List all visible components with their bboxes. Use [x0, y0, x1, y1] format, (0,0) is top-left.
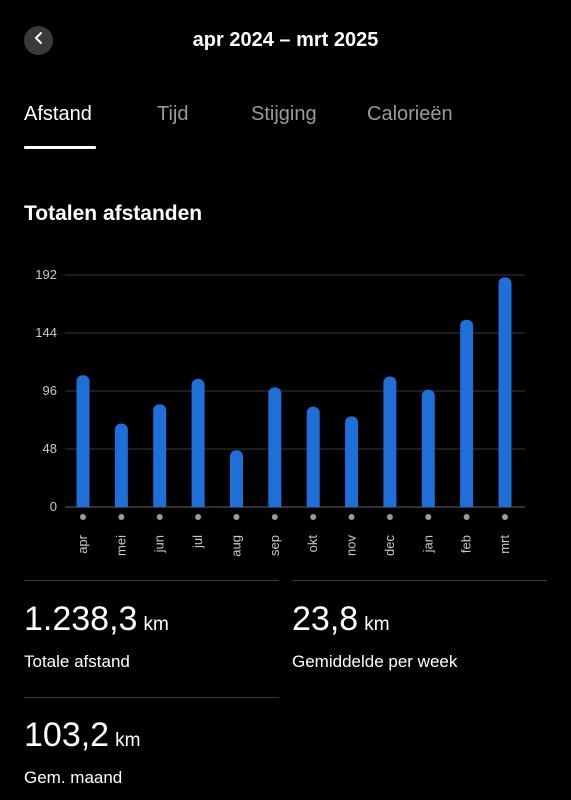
x-tick-dot [195, 514, 202, 520]
x-tick-label: jan [420, 535, 435, 553]
weekly-average-label: Gemiddelde per week [292, 652, 458, 671]
tab-calorieen[interactable]: Calorieën [367, 103, 453, 125]
x-tick-label: apr [75, 534, 90, 553]
x-tick-dot [310, 514, 317, 520]
bar-okt[interactable] [306, 406, 320, 507]
x-tick-dot [348, 514, 355, 520]
bar-base [191, 500, 205, 507]
bar-jan[interactable] [421, 389, 435, 507]
tab-tijd[interactable]: Tijd [157, 103, 189, 125]
x-tick-dot [425, 514, 432, 520]
x-tick-label: nov [344, 535, 359, 556]
total-distance-unit: km [143, 614, 169, 635]
tab-bar: Afstand Tijd Stijging Calorieën [24, 103, 571, 151]
active-tab-indicator [24, 146, 96, 149]
total-distance-number: 1.238,3 [24, 600, 138, 638]
x-tick-label: sep [267, 535, 282, 556]
bar-base [229, 500, 243, 507]
x-tick-label: okt [305, 535, 320, 553]
bar-dec[interactable] [383, 376, 397, 508]
y-tick-label: 96 [43, 383, 57, 398]
x-tick-dot [80, 514, 86, 520]
bar-base [460, 500, 474, 507]
x-tick-dot [271, 514, 278, 520]
bar-feb[interactable] [460, 319, 474, 507]
x-tick-label: dec [382, 535, 397, 556]
x-tick-label: mei [113, 535, 128, 556]
divider [292, 580, 547, 581]
x-tick-label: jun [152, 535, 167, 553]
bar-base [306, 500, 320, 507]
x-tick-dot [463, 514, 470, 520]
bar-sep[interactable] [268, 387, 282, 507]
distance-bar-chart: 0 48 96 144 192 apr mei jun jul aug sep okt nov dec ja… [35, 267, 525, 557]
x-tick-dot [156, 514, 163, 520]
bar-base [498, 500, 512, 507]
x-tick-label: feb [459, 535, 474, 553]
x-tick-dot [233, 514, 240, 520]
page-title: apr 2024 – mrt 2025 [192, 29, 379, 51]
weekly-average-number: 23,8 [292, 600, 359, 638]
bar-apr[interactable] [76, 375, 90, 507]
tab-afstand[interactable]: Afstand [24, 103, 92, 125]
bar-base [76, 500, 90, 507]
total-distance-label: Totale afstand [24, 652, 130, 671]
monthly-average-label: Gem. maand [24, 768, 123, 787]
back-button[interactable] [24, 26, 53, 55]
bar-jul[interactable] [191, 378, 205, 507]
divider [24, 580, 279, 581]
monthly-average-value: 103,2 km [24, 716, 140, 755]
bar-aug[interactable] [229, 450, 243, 507]
x-tick-dot [386, 514, 393, 520]
bar-mei[interactable] [114, 423, 128, 507]
bar-base [421, 500, 435, 507]
weekly-average-unit: km [364, 614, 390, 635]
y-tick-label: 48 [43, 441, 57, 456]
y-tick-label: 144 [35, 325, 57, 340]
bar-base [345, 500, 359, 507]
bar-base [153, 500, 167, 507]
monthly-average-unit: km [115, 730, 141, 751]
x-tick-label: aug [228, 535, 243, 557]
x-tick-dot [118, 514, 125, 520]
monthly-average-number: 103,2 [24, 716, 110, 754]
section-title: Totalen afstanden [24, 202, 203, 225]
x-tick-dot [502, 514, 508, 520]
tab-stijging[interactable]: Stijging [251, 103, 317, 125]
bar-base [383, 500, 397, 507]
bar-mrt[interactable] [498, 277, 512, 507]
x-tick-label: mrt [497, 535, 512, 554]
chevron-left-icon [32, 31, 46, 50]
weekly-average-value: 23,8 km [292, 600, 390, 639]
divider [24, 697, 279, 698]
bar-base [114, 500, 128, 507]
x-tick-label: jul [190, 535, 205, 549]
total-distance-value: 1.238,3 km [24, 600, 169, 639]
y-tick-label: 192 [35, 267, 57, 282]
bar-base [268, 500, 282, 507]
bar-nov[interactable] [345, 416, 359, 507]
bar-jun[interactable] [153, 404, 167, 507]
y-tick-label: 0 [50, 499, 57, 514]
